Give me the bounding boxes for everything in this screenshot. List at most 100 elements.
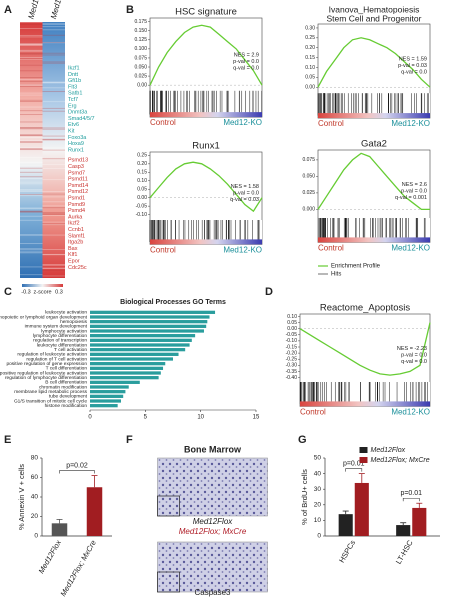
legend-label: Enrichment Profile xyxy=(331,264,381,270)
heatmap-stripe xyxy=(42,91,65,93)
error-bar xyxy=(358,473,365,483)
gene-label: Aurka xyxy=(68,214,83,220)
heatmap-stripe xyxy=(20,208,43,210)
y-tick-label: 60 xyxy=(31,474,39,481)
plot-title: Ivanova_Hematopoiesis xyxy=(329,4,420,14)
heatmap-stripe xyxy=(20,137,43,139)
enrichment-curve xyxy=(317,37,431,88)
hits-background xyxy=(318,218,430,240)
heatmap-stripe xyxy=(20,128,43,130)
heatmap-stripe xyxy=(42,275,65,277)
y-tick-label: 0.05 xyxy=(305,75,315,81)
gene-label: Psmd7 xyxy=(68,170,85,176)
heatmap-stripe xyxy=(42,22,65,24)
y-tick-label: 0.150 xyxy=(134,28,147,34)
bar xyxy=(90,343,190,347)
heatmap-stripe xyxy=(20,249,43,251)
gene-label: Ikzf1 xyxy=(68,65,80,71)
rank-strip xyxy=(300,401,430,407)
category-label: T cell activation xyxy=(54,347,87,353)
gene-label: Bax xyxy=(68,246,78,252)
gene-label: Ccnb1 xyxy=(68,227,84,233)
bar xyxy=(90,366,164,370)
heatmap-stripe xyxy=(20,52,43,54)
heatmap-stripe xyxy=(20,99,43,101)
heatmap-stripe xyxy=(20,49,43,51)
heatmap-stripe xyxy=(20,106,43,108)
enrichment-curve xyxy=(317,152,430,211)
heatmap-column xyxy=(20,22,43,278)
heatmap-stripe xyxy=(42,42,65,44)
plot-subtitle: Stem Cell and Progenitor xyxy=(327,13,422,23)
heatmap-stripe xyxy=(20,183,43,185)
heatmap-column xyxy=(42,22,65,278)
heatmap-stripe xyxy=(42,221,65,223)
heatmap-stripe xyxy=(20,165,43,167)
heatmap-stripe xyxy=(20,77,43,78)
y-tick-label: 0.25 xyxy=(305,35,315,41)
class-label: Control xyxy=(150,246,176,255)
y-tick-label: 0.025 xyxy=(134,73,147,79)
y-tick-label: -0.30 xyxy=(286,363,298,369)
y-tick-label: 0.05 xyxy=(287,320,297,326)
heatmap-stripe xyxy=(20,178,43,180)
heatmap-stripe xyxy=(20,189,43,190)
gene-label: Etv6 xyxy=(68,122,79,128)
stat-label: NES = 2.9 xyxy=(234,52,259,58)
y-axis-label: % of BrdU+ cells xyxy=(300,469,309,525)
y-tick-label: -0.25 xyxy=(286,357,298,363)
gene-label: Epor xyxy=(68,258,80,264)
category-label: regulation of transcription xyxy=(33,338,87,344)
bar xyxy=(90,348,186,352)
y-tick-label: 10 xyxy=(314,517,322,524)
hits-background xyxy=(150,90,262,115)
bar xyxy=(90,371,161,375)
legend-label: Med12Flox xyxy=(371,447,406,454)
heatmap-stripe xyxy=(42,29,65,31)
y-tick-label: 0.00 xyxy=(305,85,315,91)
error-bar xyxy=(91,475,98,488)
heatmap-stripe xyxy=(20,195,43,197)
heatmap-stripe xyxy=(20,50,43,52)
heatmap-stripe xyxy=(20,56,43,58)
heatmap-stripe xyxy=(20,190,43,192)
y-tick-label: 0.050 xyxy=(134,64,147,70)
gene-label: Psmd9 xyxy=(68,202,85,208)
heatmap-stripe xyxy=(42,135,65,137)
heatmap-stripe xyxy=(42,276,65,278)
class-label: Med12-KO xyxy=(391,119,430,128)
bar xyxy=(90,320,208,324)
gene-label: Dntt xyxy=(68,72,79,78)
x-tick-label: 10 xyxy=(197,415,204,421)
panel-letter: B xyxy=(126,4,134,16)
class-label: Control xyxy=(318,119,344,128)
significance-bracket xyxy=(345,468,363,472)
y-tick-label: -0.15 xyxy=(286,344,298,350)
heatmap-stripe xyxy=(20,181,43,183)
x-tick-label: 0 xyxy=(88,415,92,421)
error-bar xyxy=(416,502,423,508)
gene-label: Tcf7 xyxy=(68,97,78,103)
heatmap-stripe xyxy=(42,253,65,255)
y-tick-label: 0.25 xyxy=(137,153,147,159)
gene-label: Gfi1b xyxy=(68,78,81,84)
category-label: lymphocyte activation xyxy=(41,328,87,334)
category-label: leukocyte activation xyxy=(45,310,87,316)
gene-label: Psmd1 xyxy=(68,195,85,201)
bar xyxy=(86,487,103,536)
gene-label: Kit xyxy=(68,128,75,134)
stat-label: NES = 1.59 xyxy=(399,56,427,62)
gene-label: Psmd11 xyxy=(68,177,88,183)
heatmap-stripe xyxy=(42,81,65,83)
bar xyxy=(90,404,118,408)
heatmap-stripe xyxy=(42,158,65,160)
heatmap-stripe xyxy=(20,36,43,38)
heatmap-stripe xyxy=(42,42,65,43)
heatmap-stripe xyxy=(42,24,65,25)
heatmap-stripe xyxy=(42,62,65,64)
category-label: tube development xyxy=(49,394,88,400)
heatmap-stripe xyxy=(42,147,65,149)
heatmap-stripe xyxy=(20,43,43,45)
bar xyxy=(90,315,210,319)
bar xyxy=(90,376,159,380)
